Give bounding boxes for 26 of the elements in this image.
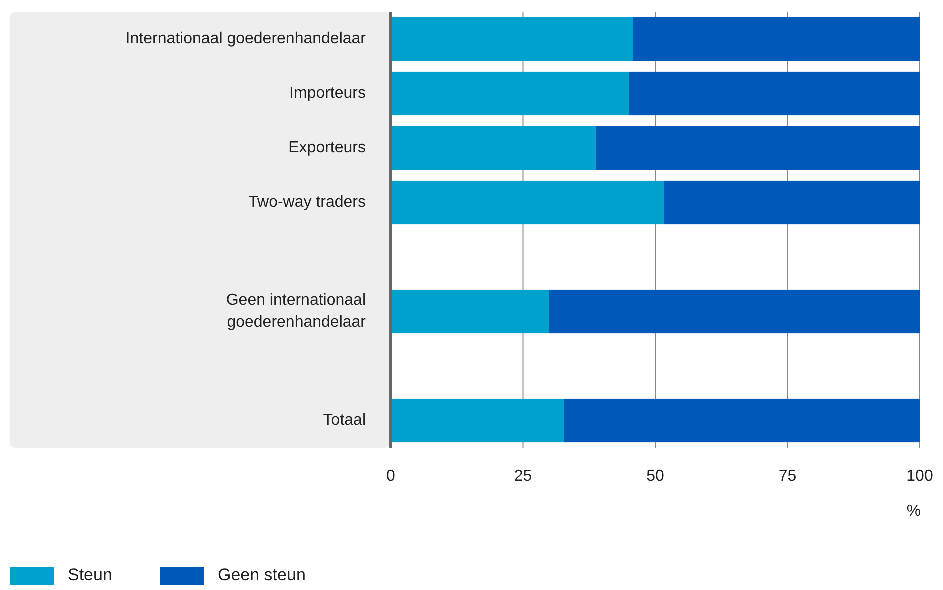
y-tick-label: Exporteurs [288, 139, 366, 156]
x-tick-label: 0 [386, 468, 396, 485]
y-tick-label: Importeurs [290, 84, 366, 102]
legend-label: Steun [68, 565, 112, 584]
bar [391, 180, 664, 225]
bar [633, 17, 920, 62]
legend-label: Geen steun [218, 565, 306, 584]
x-tick-label: 25 [514, 468, 532, 485]
bar [596, 126, 920, 170]
bar [391, 126, 596, 170]
bar [564, 398, 920, 443]
bar [549, 290, 920, 334]
x-tick-label: 75 [778, 468, 797, 485]
bar [391, 398, 564, 443]
y-tick-label: Geen internationaal goederenhandelaar [226, 292, 367, 331]
bar [664, 180, 920, 225]
y-tick-label: Totaal [323, 412, 366, 429]
y-tick-label: Internationaal goederenhandelaar [126, 30, 367, 48]
x-tick-label: 100 [906, 468, 934, 485]
bar [391, 17, 634, 62]
bar [391, 290, 550, 334]
x-axis-title: % [906, 503, 922, 520]
y-tick-label: Two-way traders [248, 194, 366, 211]
bar [629, 72, 920, 116]
x-tick-label: 50 [646, 468, 664, 485]
bar [391, 72, 630, 116]
